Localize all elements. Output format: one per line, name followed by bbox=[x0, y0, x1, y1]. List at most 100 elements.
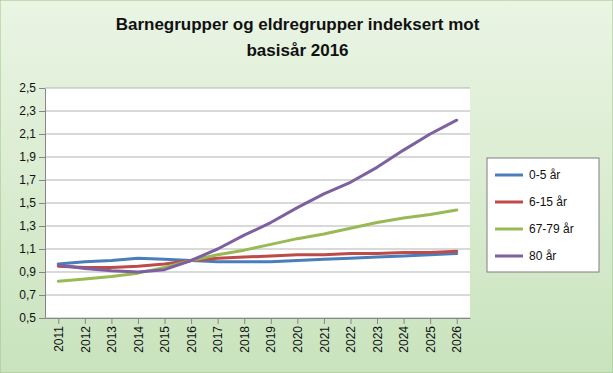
y-tick-mark bbox=[39, 318, 45, 319]
x-tick: 2015 bbox=[158, 318, 172, 353]
y-tick-mark bbox=[39, 272, 45, 273]
plot: 0,5 0,7 0,9 1,1 1,3 1,5 1,7 1,9 2,1 2,3 2,5 2011 201… bbox=[19, 81, 470, 352]
chart: Barnegrupper og eldregrupper indeksert m… bbox=[0, 0, 613, 373]
y-tick-label: 1,3 bbox=[19, 219, 36, 233]
x-tick-label: 2021 bbox=[318, 326, 332, 353]
y-tick: 1,5 bbox=[19, 196, 45, 210]
legend-box bbox=[487, 158, 599, 272]
x-tick-mark bbox=[191, 318, 192, 324]
y-tick: 2,1 bbox=[19, 127, 45, 141]
x-tick-mark bbox=[244, 318, 245, 324]
series-line bbox=[58, 251, 456, 267]
x-tick-mark bbox=[457, 318, 458, 324]
x-tick: 2012 bbox=[79, 318, 93, 353]
y-tick-label: 0,5 bbox=[19, 311, 36, 325]
y-tick-mark bbox=[39, 88, 45, 89]
title: Barnegrupper og eldregrupper indeksert m… bbox=[116, 15, 480, 60]
x-tick-mark bbox=[350, 318, 351, 324]
y-tick-label: 1,9 bbox=[19, 150, 36, 164]
legend: 0-5 år 6-15 år 67-79 år 80 år bbox=[487, 158, 599, 272]
x-tick: 2017 bbox=[211, 318, 225, 353]
x-tick: 2022 bbox=[344, 318, 358, 353]
grid-line bbox=[45, 157, 470, 158]
legend-swatch bbox=[495, 255, 523, 258]
y-tick-label: 1,1 bbox=[19, 242, 36, 256]
x-tick-mark bbox=[324, 318, 325, 324]
legend-swatch bbox=[495, 174, 523, 177]
y-tick: 0,9 bbox=[19, 265, 45, 279]
x-tick-label: 2020 bbox=[291, 326, 305, 353]
x-tick: 2026 bbox=[450, 318, 464, 353]
y-tick-mark bbox=[39, 180, 45, 181]
y-tick-mark bbox=[39, 203, 45, 204]
legend-swatch bbox=[495, 228, 523, 231]
y-tick: 1,9 bbox=[19, 150, 45, 164]
y-axis-line bbox=[45, 89, 46, 319]
y-tick: 2,3 bbox=[19, 104, 45, 118]
x-axis: 2011201220132014201520162017201820192020… bbox=[46, 318, 471, 353]
x-tick-mark bbox=[85, 318, 86, 324]
y-tick-mark bbox=[39, 249, 45, 250]
x-tick-label: 2015 bbox=[158, 326, 172, 353]
x-tick: 2018 bbox=[238, 318, 252, 353]
x-tick: 2020 bbox=[291, 318, 305, 353]
x-tick-mark bbox=[111, 318, 112, 324]
x-tick-label: 2018 bbox=[238, 326, 252, 353]
y-tick-mark bbox=[39, 295, 45, 296]
y-tick: 1,7 bbox=[19, 173, 45, 187]
x-tick-label: 2014 bbox=[132, 326, 146, 353]
y-tick-label: 1,5 bbox=[19, 196, 36, 210]
y-tick: 2,5 bbox=[19, 81, 45, 95]
x-tick-label: 2023 bbox=[371, 326, 385, 353]
y-tick-label: 0,7 bbox=[19, 288, 36, 302]
legend-label: 6-15 år bbox=[529, 195, 567, 209]
grid-line bbox=[45, 88, 470, 89]
x-tick-mark bbox=[165, 318, 166, 324]
x-tick-mark bbox=[430, 318, 431, 324]
x-tick-mark bbox=[138, 318, 139, 324]
x-tick: 2021 bbox=[318, 318, 332, 353]
x-tick: 2019 bbox=[264, 318, 278, 353]
x-tick: 2016 bbox=[185, 318, 199, 353]
y-tick: 0,7 bbox=[19, 288, 45, 302]
y-tick-label: 2,1 bbox=[19, 127, 36, 141]
y-tick-label: 2,5 bbox=[19, 81, 36, 95]
grid-line bbox=[45, 295, 470, 296]
y-axis: 0,5 0,7 0,9 1,1 1,3 1,5 1,7 1,9 2,1 2,3 2,5 bbox=[19, 81, 45, 325]
x-tick-mark bbox=[218, 318, 219, 324]
legend-swatch bbox=[495, 201, 523, 204]
x-tick-label: 2025 bbox=[424, 326, 438, 353]
plot-area bbox=[45, 88, 470, 318]
x-tick-label: 2011 bbox=[52, 326, 66, 352]
x-tick-label: 2019 bbox=[264, 326, 278, 353]
x-axis-line bbox=[46, 318, 471, 319]
legend-label: 80 år bbox=[529, 249, 556, 263]
background bbox=[0, 0, 613, 373]
x-tick-label: 2026 bbox=[450, 326, 464, 353]
y-tick: 0,5 bbox=[19, 311, 45, 325]
y-tick-mark bbox=[39, 157, 45, 158]
grid-line bbox=[45, 318, 470, 319]
y-tick-label: 2,3 bbox=[19, 104, 36, 118]
x-tick: 2014 bbox=[132, 318, 146, 353]
x-tick-label: 2022 bbox=[344, 326, 358, 353]
grid-line bbox=[45, 226, 470, 227]
lines bbox=[58, 120, 456, 281]
x-tick-label: 2016 bbox=[185, 326, 199, 353]
x-tick-mark bbox=[297, 318, 298, 324]
x-tick-label: 2012 bbox=[79, 326, 93, 353]
y-tick-label: 1,7 bbox=[19, 173, 36, 187]
y-tick: 1,1 bbox=[19, 242, 45, 256]
y-tick-mark bbox=[39, 111, 45, 112]
grid-line bbox=[45, 111, 470, 112]
grid-line bbox=[45, 180, 470, 181]
y-tick-mark bbox=[39, 134, 45, 135]
series-line bbox=[58, 120, 456, 272]
legend-label: 67-79 år bbox=[529, 222, 574, 236]
y-tick-label: 0,9 bbox=[19, 265, 36, 279]
legend-label: 0-5 år bbox=[529, 168, 560, 182]
x-tick-label: 2017 bbox=[211, 326, 225, 353]
x-tick: 2024 bbox=[397, 318, 411, 353]
x-tick-mark bbox=[271, 318, 272, 324]
x-tick: 2011 bbox=[52, 318, 66, 352]
